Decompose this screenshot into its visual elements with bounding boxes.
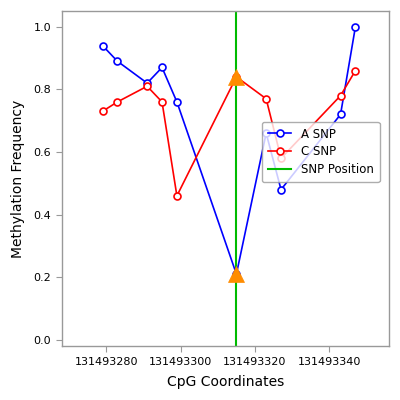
Legend: A SNP, C SNP, SNP Position: A SNP, C SNP, SNP Position [262, 122, 380, 182]
X-axis label: CpG Coordinates: CpG Coordinates [167, 375, 284, 389]
Y-axis label: Methylation Frequency: Methylation Frequency [11, 100, 25, 258]
